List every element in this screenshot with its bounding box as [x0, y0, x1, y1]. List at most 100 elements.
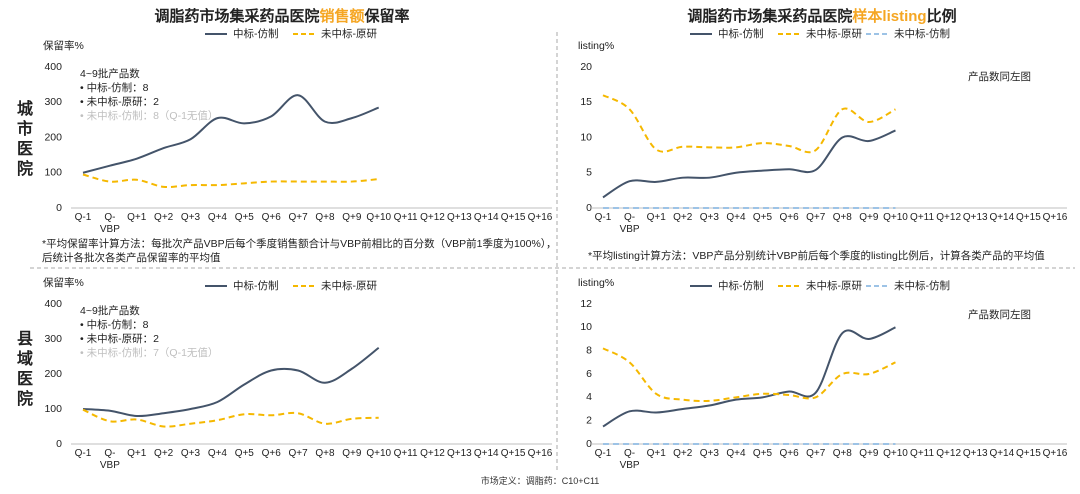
y-tick-label: 4 [586, 391, 592, 403]
x-tick-label: Q+16 [527, 212, 553, 223]
x-tick-label: Q-VBP [99, 448, 120, 471]
y-tick-label: 20 [580, 61, 592, 73]
x-tick-label: Q+6 [779, 448, 799, 459]
y-tick-label: 10 [580, 321, 592, 333]
y-axis-label: listing% [578, 277, 614, 289]
legend-label: 中标-仿制 [233, 27, 279, 40]
annotation: • 未中标-仿制：8（Q-1无值） [80, 109, 218, 122]
x-tick-label: Q-1 [594, 212, 612, 223]
legend-label: 未中标-仿制 [894, 27, 950, 40]
legend-label: 中标-仿制 [718, 279, 764, 292]
x-tick-label: Q+9 [859, 212, 879, 223]
x-tick-label: Q+8 [315, 448, 335, 459]
title-part: 比例 [926, 8, 957, 25]
x-tick-label: Q+9 [342, 448, 362, 459]
x-tick-label: Q+5 [752, 212, 773, 223]
x-tick-label: Q+1 [127, 448, 147, 459]
legend-label: 未中标-原研 [806, 27, 862, 40]
x-tick-label: Q-1 [594, 448, 612, 459]
series-line [82, 346, 380, 418]
x-tick-label: Q+10 [883, 212, 908, 223]
y-tick-label: 200 [44, 131, 62, 143]
x-tick-label: Q+7 [288, 212, 308, 223]
x-tick-label: Q+2 [154, 212, 174, 223]
annotation: • 未中标-原研：2 [80, 332, 159, 345]
x-tick-label: Q+13 [446, 448, 472, 459]
y-tick-label: 2 [586, 414, 592, 426]
x-tick-label: Q-1 [74, 212, 92, 223]
x-tick-label: Q+5 [234, 212, 254, 223]
x-tick-label: Q+12 [420, 212, 445, 223]
x-tick-label: Q+16 [1042, 212, 1068, 223]
title-part: 保留率 [364, 8, 410, 25]
x-tick-label: Q+8 [315, 212, 335, 223]
legend-label: 未中标-原研 [321, 27, 377, 40]
x-tick-label: Q+7 [806, 448, 826, 459]
annotation: 产品数同左图 [968, 70, 1031, 83]
legend-label: 未中标-原研 [321, 279, 377, 292]
x-tick-label: Q+3 [699, 212, 719, 223]
x-tick-label: Q+14 [473, 212, 499, 223]
series-line [602, 326, 896, 428]
y-tick-label: 12 [580, 298, 592, 310]
x-tick-label: Q+6 [779, 212, 799, 223]
x-tick-label: Q+7 [806, 212, 826, 223]
x-tick-label: Q+14 [989, 212, 1015, 223]
row-label: 城市医院 [14, 100, 31, 180]
series-line [82, 94, 380, 174]
x-tick-label: Q+10 [366, 448, 392, 459]
annotation: • 中标-仿制：8 [80, 81, 149, 94]
y-axis-label: 保留率% [43, 39, 84, 52]
column-title: 调脂药市场集采药品医院样本listing比例 [687, 5, 956, 26]
x-tick-label: Q+4 [726, 212, 746, 223]
x-tick-label: Q+5 [234, 448, 254, 459]
x-tick-label: Q+7 [288, 448, 308, 459]
note: *平均listing计算方法：VBP产品分别统计VBP前后每个季度的listin… [588, 250, 1045, 262]
title-part: 调脂药市场集采药品医院 [154, 8, 320, 25]
y-axis-label: 保留率% [43, 276, 84, 289]
y-tick-label: 400 [44, 61, 62, 73]
x-tick-label: Q+15 [1016, 448, 1041, 459]
x-tick-label: Q+15 [500, 448, 526, 459]
x-tick-label: Q+13 [446, 212, 472, 223]
x-tick-label: Q+10 [366, 212, 392, 223]
y-tick-label: 0 [586, 202, 592, 214]
x-tick-label: Q+10 [883, 448, 908, 459]
x-tick-label: Q+12 [936, 448, 962, 459]
x-tick-label: Q+4 [207, 212, 227, 223]
x-tick-label: Q+4 [726, 448, 746, 459]
legend-label: 未中标-仿制 [894, 279, 950, 292]
title-part: 调脂药市场集采药品医院 [687, 8, 853, 25]
y-tick-label: 8 [586, 344, 592, 356]
annotation: • 未中标-原研：2 [80, 95, 159, 108]
x-tick-label: Q+1 [127, 212, 147, 223]
x-tick-label: Q+8 [832, 212, 852, 223]
x-tick-label: Q+2 [673, 212, 693, 223]
x-tick-label: Q-VBP [619, 448, 640, 471]
y-tick-label: 300 [44, 333, 62, 345]
y-tick-label: 100 [44, 403, 62, 415]
x-tick-label: Q+15 [1016, 212, 1041, 223]
title-highlight: 销售额 [319, 8, 365, 25]
x-tick-label: Q+3 [180, 448, 201, 459]
y-axis-label: listing% [578, 40, 614, 52]
x-tick-label: Q+2 [154, 448, 174, 459]
row-label: 县域医院 [14, 330, 31, 410]
annotation: 产品数同左图 [968, 308, 1031, 321]
x-tick-label: Q+4 [207, 448, 227, 459]
y-tick-label: 0 [56, 202, 62, 214]
footer: 市场定义：调脂药：C10+C11 [480, 476, 600, 486]
x-tick-label: Q+14 [989, 448, 1015, 459]
x-tick-label: Q-VBP [619, 212, 640, 235]
x-tick-label: Q+5 [752, 448, 773, 459]
series-line [602, 347, 896, 402]
x-tick-label: Q+9 [342, 212, 362, 223]
y-tick-label: 5 [586, 167, 592, 179]
x-tick-label: Q-VBP [99, 212, 120, 235]
x-tick-label: Q+13 [962, 212, 988, 223]
y-tick-label: 15 [580, 96, 592, 108]
x-tick-label: Q+3 [699, 448, 719, 459]
x-tick-label: Q+1 [646, 448, 666, 459]
annotation: • 未中标-仿制：7（Q-1无值） [80, 346, 218, 359]
